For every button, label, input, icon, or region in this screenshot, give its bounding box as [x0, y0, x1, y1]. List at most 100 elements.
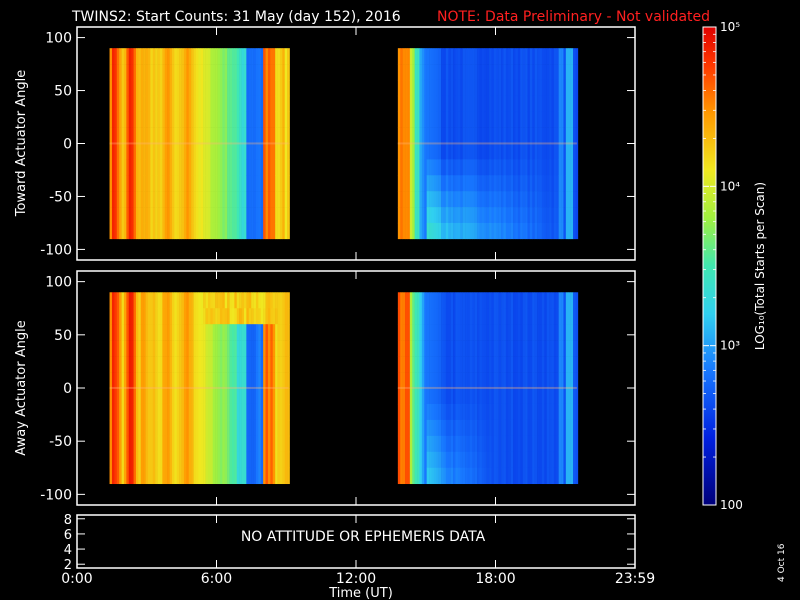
heatmap-cell — [193, 175, 197, 192]
heatmap-cell — [169, 95, 173, 113]
heatmap-cell — [489, 467, 492, 485]
heatmap-cell — [234, 356, 238, 373]
heatmap-cell — [203, 127, 206, 144]
heatmap-cell — [573, 372, 576, 389]
heatmap-cell — [491, 356, 495, 373]
heatmap-cell — [448, 191, 451, 208]
heatmap-cell — [119, 435, 122, 453]
heatmap-cell — [239, 143, 242, 160]
heatmap-cell — [400, 159, 403, 176]
heatmap-cell — [462, 222, 466, 240]
heatmap-cell — [537, 435, 540, 453]
heatmap-cell — [176, 308, 180, 325]
heatmap-cell — [215, 372, 218, 389]
heatmap-cell — [453, 79, 456, 97]
heatmap-cell — [549, 308, 552, 325]
heatmap-cell — [522, 356, 526, 373]
heatmap-cell — [438, 435, 442, 453]
heatmap-cell — [426, 372, 430, 389]
heatmap-cell — [219, 207, 223, 224]
heatmap-cell — [469, 451, 473, 469]
heatmap-cell — [123, 308, 127, 325]
heatmap-cell — [248, 308, 252, 325]
heatmap-cell — [508, 143, 511, 160]
heatmap-cell — [407, 388, 411, 405]
heatmap-cell — [465, 48, 468, 65]
heatmap-cell — [486, 48, 490, 65]
heatmap-cell — [400, 292, 403, 309]
heatmap-cell — [111, 467, 115, 485]
heatmap-cell — [424, 159, 427, 176]
heatmap-cell — [510, 419, 514, 437]
heatmap-cell — [436, 467, 439, 485]
heatmap-cell — [181, 222, 185, 240]
heatmap-cell — [143, 340, 146, 357]
heatmap-cell — [493, 79, 497, 97]
heatmap-cell — [200, 308, 204, 325]
heatmap-cell — [119, 64, 122, 81]
heatmap-cell — [111, 79, 115, 97]
heatmap-cell — [570, 340, 574, 357]
heatmap-cell — [501, 308, 504, 325]
heatmap-cell — [277, 95, 281, 113]
heatmap-cell — [195, 419, 199, 437]
heatmap-cell — [270, 292, 274, 309]
heatmap-cell — [472, 435, 475, 453]
heatmap-cell — [243, 451, 247, 469]
heatmap-cell — [212, 372, 216, 389]
heatmap-cell — [419, 143, 423, 160]
heatmap-cell — [188, 175, 192, 192]
heatmap-cell — [198, 64, 202, 81]
heatmap-cell — [114, 372, 118, 389]
heatmap-cell — [140, 207, 144, 224]
heatmap-cell — [532, 64, 535, 81]
heatmap-cell — [549, 143, 552, 160]
heatmap-cell — [159, 372, 163, 389]
heatmap-cell — [517, 159, 521, 176]
heatmap-cell — [135, 292, 139, 309]
heatmap-cell — [527, 191, 531, 208]
heatmap-cell — [152, 388, 156, 405]
heatmap-cell — [551, 127, 555, 144]
heatmap-cell — [116, 403, 120, 421]
heatmap-cell — [441, 111, 444, 128]
heatmap-cell — [219, 419, 223, 437]
heatmap-cell — [412, 222, 415, 240]
heatmap-cell — [424, 388, 427, 405]
heatmap-cell — [522, 419, 526, 437]
heatmap-cell — [400, 308, 403, 325]
heatmap-cell — [135, 308, 139, 325]
heatmap-cell — [258, 127, 262, 144]
heatmap-cell — [460, 191, 463, 208]
heatmap-cell — [419, 372, 423, 389]
heatmap-cell — [239, 340, 242, 357]
heatmap-cell — [239, 48, 242, 65]
y-tick-label: 2 — [64, 558, 72, 573]
heatmap-cell — [258, 372, 262, 389]
heatmap-cell — [255, 356, 259, 373]
heatmap-cell — [397, 95, 401, 113]
heatmap-cell — [207, 159, 211, 176]
heatmap-cell — [116, 467, 120, 485]
heatmap-cell — [400, 340, 403, 357]
heatmap-cell — [114, 403, 118, 421]
heatmap-cell — [272, 64, 276, 81]
heatmap-cell — [267, 207, 271, 224]
heatmap-cell — [116, 324, 120, 341]
heatmap-cell — [219, 95, 223, 113]
y-tick-label: 100 — [45, 275, 72, 291]
heatmap-cell — [152, 356, 156, 373]
heatmap-cell — [472, 372, 475, 389]
heatmap-cell — [414, 419, 418, 437]
heatmap-cell — [503, 191, 507, 208]
heatmap-cell — [438, 451, 442, 469]
heatmap-cell — [236, 127, 240, 144]
heatmap-cell — [265, 292, 269, 309]
heatmap-cell — [138, 340, 142, 357]
heatmap-cell — [111, 175, 115, 192]
heatmap-cell — [224, 64, 228, 81]
heatmap-cell — [501, 451, 504, 469]
heatmap-cell — [128, 308, 132, 325]
heatmap-cell — [215, 222, 218, 240]
heatmap-cell — [191, 143, 194, 160]
